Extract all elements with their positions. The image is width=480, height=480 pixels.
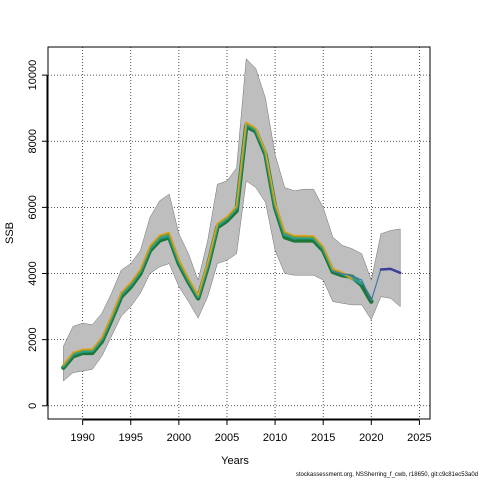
series-lines xyxy=(61,121,402,370)
y-tick-label: 0 xyxy=(27,403,39,409)
x-tick-label: 1990 xyxy=(70,432,94,444)
series-line-6 xyxy=(379,267,402,275)
footnote: stockassessment.org, NSSherring_f_cwb, r… xyxy=(296,472,478,478)
confidence-band-area xyxy=(63,58,401,382)
plot-frame xyxy=(47,46,431,420)
x-tick-label: 2015 xyxy=(311,432,335,444)
x-tick-label: 1995 xyxy=(119,432,143,444)
x-tick-label: 2005 xyxy=(215,432,239,444)
series-line-4 xyxy=(62,121,353,365)
x-tick-label: 2025 xyxy=(407,432,431,444)
y-tick-label: 6000 xyxy=(27,195,39,219)
y-axis-title: SSB xyxy=(4,222,16,244)
x-tick-label: 2010 xyxy=(263,432,287,444)
x-axis-title: Years xyxy=(221,455,249,467)
y-tick-label: 2000 xyxy=(27,327,39,351)
x-tick-label: 2000 xyxy=(167,432,191,444)
y-tick-label: 8000 xyxy=(27,129,39,153)
confidence-band xyxy=(63,58,401,382)
x-axis: 1990 1995 2000 2005 2010 2015 2020 2025 xyxy=(70,419,432,444)
x-tick-label: 2020 xyxy=(359,432,383,444)
y-axis: 0 2000 4000 6000 8000 10000 xyxy=(27,60,48,409)
y-tick-label: 4000 xyxy=(27,261,39,285)
y-tick-label: 10000 xyxy=(27,60,39,91)
